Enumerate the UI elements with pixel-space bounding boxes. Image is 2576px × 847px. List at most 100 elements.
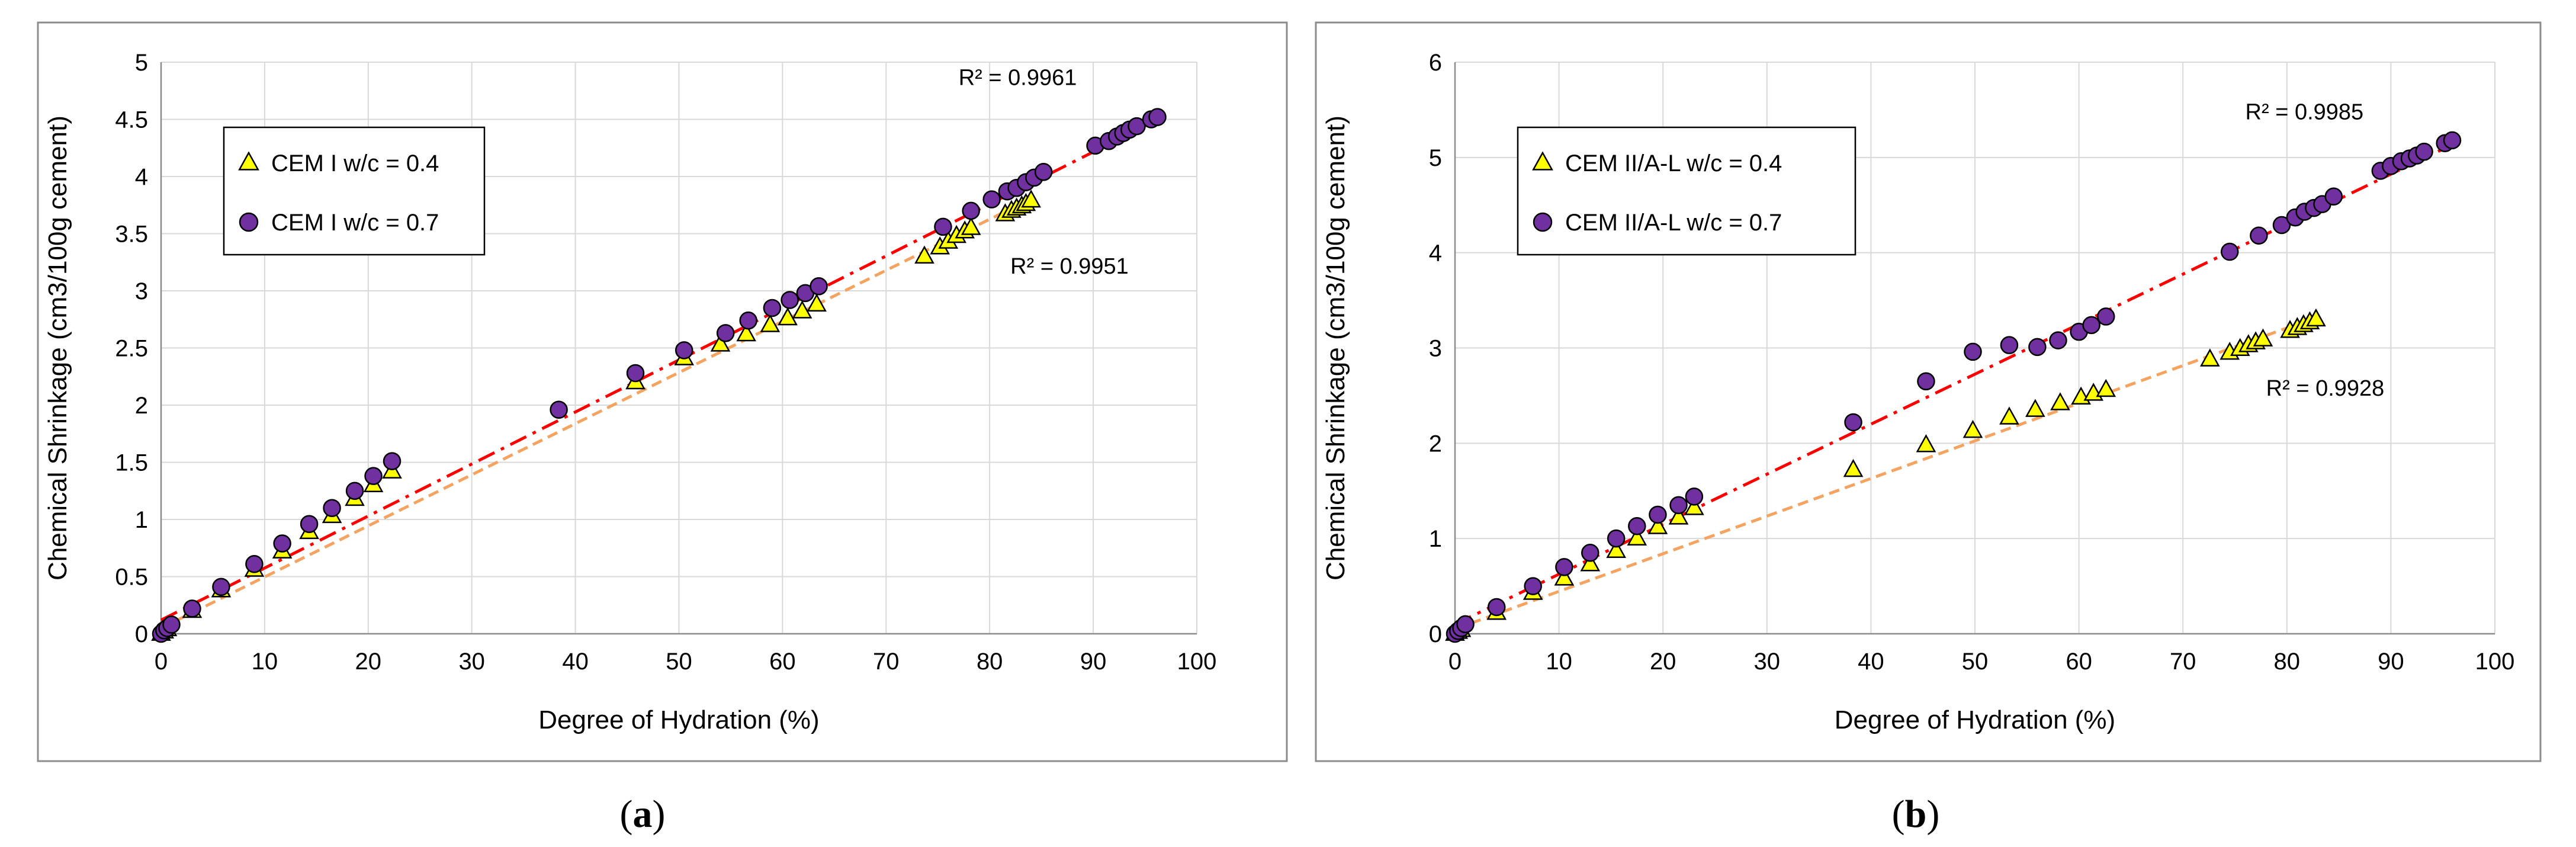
trendline — [1454, 315, 2319, 631]
x-tick-label: 80 — [2274, 649, 2301, 675]
y-tick-label: 3 — [1429, 336, 1442, 362]
data-point — [982, 190, 1001, 208]
data-point — [1021, 189, 1041, 208]
panel-caption: (b) — [1892, 793, 1940, 836]
data-point — [1554, 567, 1575, 586]
data-point — [1456, 615, 1475, 634]
data-point — [2443, 131, 2462, 150]
y-tick-label: 1 — [135, 507, 148, 533]
data-point — [1607, 529, 1626, 548]
legend-marker — [238, 151, 259, 171]
r-squared-label: R² = 0.9928 — [2266, 376, 2385, 401]
data-point — [1627, 527, 1647, 546]
data-point — [2415, 142, 2433, 161]
y-tick-label: 0 — [135, 621, 148, 647]
data-point — [1649, 505, 1667, 524]
data-point — [212, 578, 230, 596]
x-tick-label: 50 — [666, 649, 692, 675]
data-point — [2028, 338, 2047, 357]
data-point — [1555, 558, 1573, 576]
data-point — [1606, 540, 1626, 558]
data-point — [1580, 553, 1601, 572]
x-tick-label: 90 — [2378, 649, 2404, 675]
data-point — [1647, 516, 1668, 534]
data-point — [2096, 378, 2116, 397]
data-point — [1524, 577, 1542, 595]
x-tick-label: 100 — [2475, 649, 2515, 675]
y-tick-label: 4.5 — [115, 107, 148, 133]
y-tick-label: 5 — [1429, 145, 1442, 171]
trendline — [160, 197, 1032, 630]
data-point — [760, 314, 780, 332]
data-point — [1669, 496, 1688, 515]
data-point — [807, 293, 827, 312]
legend-label: CEM I w/c = 0.4 — [271, 150, 439, 177]
legend-box — [223, 126, 486, 256]
x-tick-label: 20 — [1650, 649, 1676, 675]
x-tick-label: 90 — [1080, 649, 1107, 675]
y-tick-label: 1 — [1429, 526, 1442, 552]
data-point — [364, 467, 383, 485]
data-point — [2025, 399, 2045, 417]
data-point — [2253, 328, 2273, 346]
data-point — [2049, 331, 2067, 349]
y-tick-label: 4 — [135, 164, 148, 190]
x-tick-label: 100 — [1177, 649, 1217, 675]
x-tick-label: 0 — [1448, 649, 1462, 675]
data-point — [2220, 242, 2239, 261]
data-point — [245, 555, 264, 573]
chart-a: 00.511.522.533.544.550 10 20 30 40 50 60 70 80 90… — [37, 21, 1288, 836]
y-tick-label: 6 — [1429, 50, 1442, 76]
y-axis-label: Chemical Shrinkage (cm3/100g cement) — [1321, 116, 1350, 580]
data-point — [1128, 117, 1146, 136]
panel-caption: (a) — [620, 793, 666, 836]
data-point — [739, 311, 757, 330]
data-point — [1964, 342, 1982, 361]
data-point — [674, 341, 693, 360]
data-point — [736, 323, 757, 342]
legend-label: CEM II/A-L w/c = 0.7 — [1565, 210, 1782, 236]
data-point — [273, 534, 291, 553]
x-tick-label: 70 — [2170, 649, 2196, 675]
data-point — [300, 515, 319, 533]
x-axis-label: Degree of Hydration (%) — [1835, 705, 2115, 734]
y-axis-label: Chemical Shrinkage (cm3/100g cement) — [43, 116, 72, 580]
x-axis-label: Degree of Hydration (%) — [538, 705, 819, 734]
y-tick-label: 2 — [135, 393, 148, 419]
x-tick-label: 20 — [355, 649, 382, 675]
y-tick-label: 3.5 — [115, 222, 148, 248]
data-point — [962, 201, 980, 220]
series-w-c-0.7 — [1446, 131, 2462, 643]
data-point — [716, 324, 735, 342]
data-point — [2082, 316, 2100, 335]
x-tick-label: 70 — [873, 649, 900, 675]
legend-label: CEM II/A-L w/c = 0.4 — [1565, 150, 1782, 177]
data-point — [2272, 216, 2291, 235]
data-point — [1843, 458, 1864, 477]
data-point — [934, 217, 952, 236]
x-tick-label: 30 — [458, 649, 485, 675]
data-point — [1581, 544, 1599, 562]
legend-label: CEM I w/c = 0.7 — [271, 210, 439, 236]
data-point — [183, 599, 201, 618]
x-tick-label: 30 — [1754, 649, 1781, 675]
data-point — [1628, 517, 1646, 535]
x-tick-label: 80 — [977, 649, 1003, 675]
data-point — [792, 300, 812, 319]
data-point — [914, 245, 934, 264]
data-point — [1685, 487, 1704, 506]
x-tick-label: 60 — [2066, 649, 2092, 675]
data-point — [162, 615, 181, 634]
data-point — [1844, 413, 1862, 432]
y-tick-label: 0.5 — [115, 564, 148, 591]
data-point — [780, 291, 799, 309]
x-tick-label: 10 — [252, 649, 278, 675]
data-point — [1962, 419, 1983, 438]
data-point — [2306, 308, 2326, 327]
data-point — [1916, 434, 1936, 453]
series-w-c-0.4 — [1445, 308, 2326, 641]
y-tick-label: 2 — [1429, 431, 1442, 457]
data-point — [626, 364, 645, 383]
